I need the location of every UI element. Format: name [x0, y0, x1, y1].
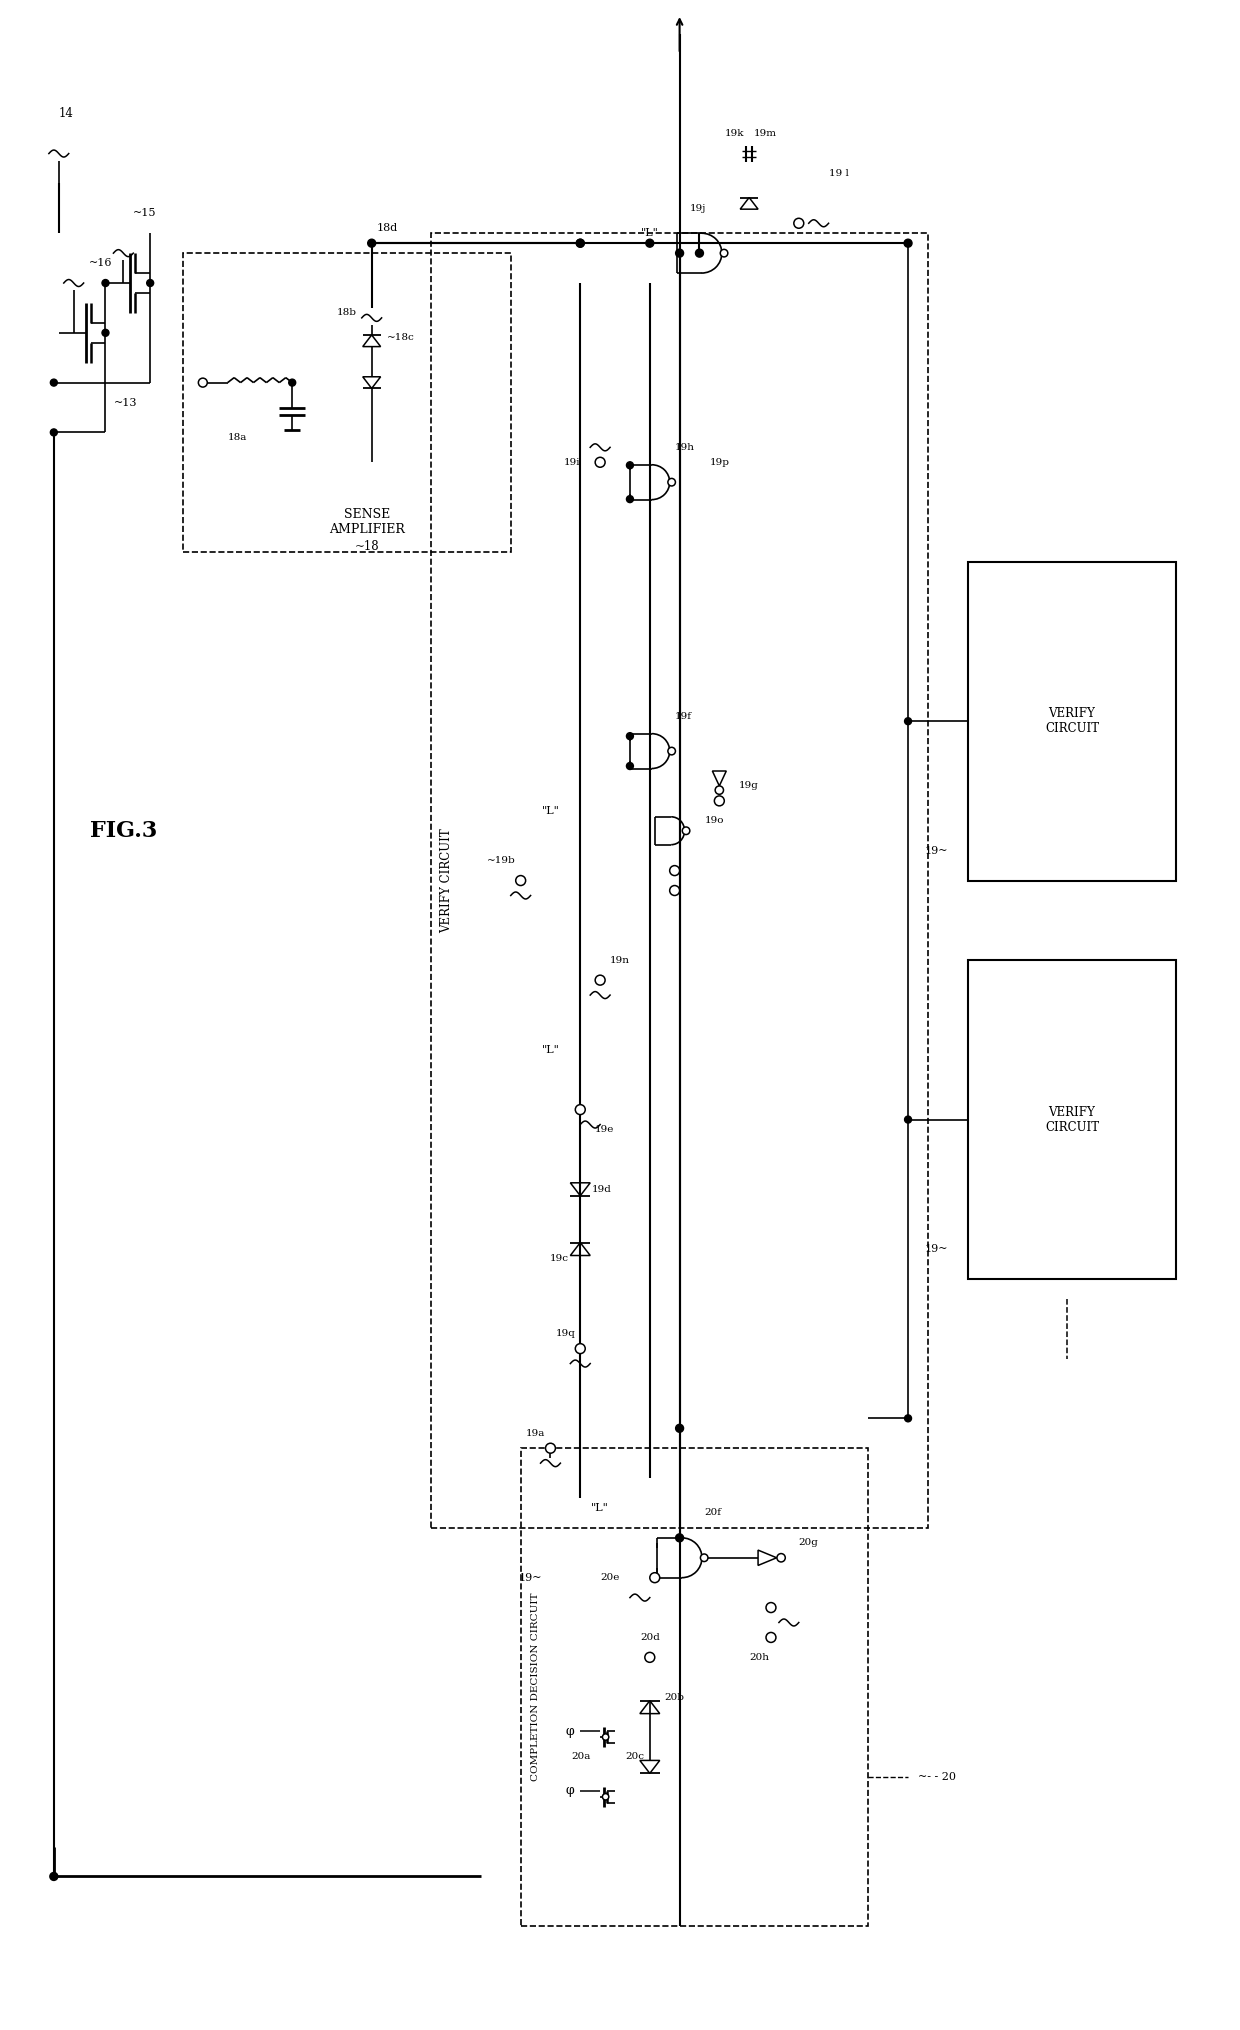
Circle shape [102, 329, 109, 337]
Circle shape [777, 1553, 785, 1561]
Text: ~15: ~15 [133, 209, 156, 219]
Text: 20h: 20h [749, 1652, 769, 1663]
Text: ~16: ~16 [88, 258, 112, 268]
Text: 19~: 19~ [924, 847, 947, 857]
Circle shape [289, 380, 295, 386]
Circle shape [102, 280, 109, 286]
Circle shape [198, 378, 207, 388]
Circle shape [575, 1104, 585, 1114]
Circle shape [650, 1573, 660, 1583]
Circle shape [696, 250, 703, 258]
Text: 14: 14 [58, 108, 73, 120]
Circle shape [676, 250, 683, 258]
Circle shape [714, 796, 724, 806]
Text: 18a: 18a [228, 432, 247, 443]
Circle shape [603, 1795, 609, 1801]
Text: 19k: 19k [724, 130, 744, 138]
Text: φ: φ [565, 1784, 574, 1797]
Text: "L": "L" [542, 806, 559, 816]
Circle shape [595, 974, 605, 985]
Text: ~18c: ~18c [387, 333, 414, 343]
Text: 19a: 19a [526, 1429, 546, 1437]
Circle shape [50, 1872, 58, 1880]
Circle shape [626, 733, 634, 739]
Circle shape [575, 1344, 585, 1354]
Circle shape [904, 1116, 911, 1123]
Text: 19c: 19c [549, 1255, 568, 1263]
Text: 20f: 20f [704, 1508, 722, 1518]
Circle shape [516, 875, 526, 885]
Text: 19p: 19p [709, 459, 729, 467]
Text: 19i: 19i [564, 459, 580, 467]
Text: SENSE
AMPLIFIER: SENSE AMPLIFIER [329, 508, 404, 536]
Text: 19q: 19q [556, 1330, 575, 1338]
Circle shape [626, 495, 634, 503]
Circle shape [51, 428, 57, 436]
Text: 20d: 20d [640, 1632, 660, 1642]
Text: 20g: 20g [799, 1539, 818, 1547]
Text: 19~: 19~ [924, 1244, 947, 1255]
Text: 19e: 19e [595, 1125, 615, 1135]
Text: 20e: 20e [600, 1573, 620, 1581]
Text: COMPLETION DECISION CIRCUIT: COMPLETION DECISION CIRCUIT [531, 1594, 541, 1782]
Circle shape [668, 479, 676, 485]
Circle shape [603, 1734, 609, 1740]
Circle shape [682, 826, 689, 834]
Text: 19g: 19g [739, 782, 759, 790]
Text: 19f: 19f [675, 713, 692, 721]
Circle shape [904, 1415, 911, 1421]
Text: 19~: 19~ [518, 1573, 542, 1583]
Circle shape [577, 240, 584, 248]
Text: VERIFY CIRCUIT: VERIFY CIRCUIT [440, 828, 453, 934]
Text: ~13: ~13 [113, 398, 136, 408]
Circle shape [715, 786, 723, 794]
Circle shape [645, 1652, 655, 1663]
Text: 20b: 20b [665, 1693, 684, 1701]
Circle shape [904, 240, 913, 248]
Circle shape [766, 1632, 776, 1642]
Text: FIG.3: FIG.3 [89, 820, 157, 842]
Circle shape [577, 240, 584, 248]
Circle shape [368, 240, 376, 248]
Circle shape [670, 885, 680, 895]
Circle shape [595, 457, 605, 467]
Text: VERIFY
CIRCUIT: VERIFY CIRCUIT [1045, 706, 1099, 735]
Text: 19j: 19j [689, 203, 706, 213]
Text: 19 l: 19 l [828, 168, 848, 179]
Text: "L": "L" [641, 227, 658, 238]
Circle shape [701, 1555, 708, 1561]
Text: ~- - 20: ~- - 20 [918, 1772, 956, 1782]
Circle shape [670, 865, 680, 875]
Text: φ: φ [565, 1726, 574, 1738]
Text: ~19b: ~19b [487, 857, 516, 865]
Text: 18d: 18d [377, 223, 398, 233]
Circle shape [51, 380, 57, 386]
Text: ~18: ~18 [355, 540, 379, 554]
Circle shape [676, 1425, 683, 1433]
Circle shape [646, 240, 653, 248]
Text: 19m: 19m [754, 130, 777, 138]
Text: 19n: 19n [610, 956, 630, 964]
Text: 18b: 18b [337, 309, 357, 317]
Circle shape [720, 250, 728, 258]
Text: "L": "L" [591, 1502, 609, 1512]
Circle shape [546, 1443, 556, 1453]
Circle shape [626, 763, 634, 769]
Text: 20c: 20c [625, 1752, 644, 1762]
Circle shape [766, 1602, 776, 1612]
Circle shape [146, 280, 154, 286]
Circle shape [676, 1535, 683, 1543]
Circle shape [794, 219, 804, 227]
Text: 19h: 19h [675, 443, 694, 453]
Text: 19d: 19d [593, 1186, 613, 1194]
Text: 19o: 19o [704, 816, 724, 826]
Circle shape [668, 747, 676, 755]
Text: VERIFY
CIRCUIT: VERIFY CIRCUIT [1045, 1106, 1099, 1133]
Circle shape [904, 719, 911, 725]
Text: 20a: 20a [570, 1752, 590, 1762]
Circle shape [626, 461, 634, 469]
Text: "L": "L" [542, 1045, 559, 1056]
